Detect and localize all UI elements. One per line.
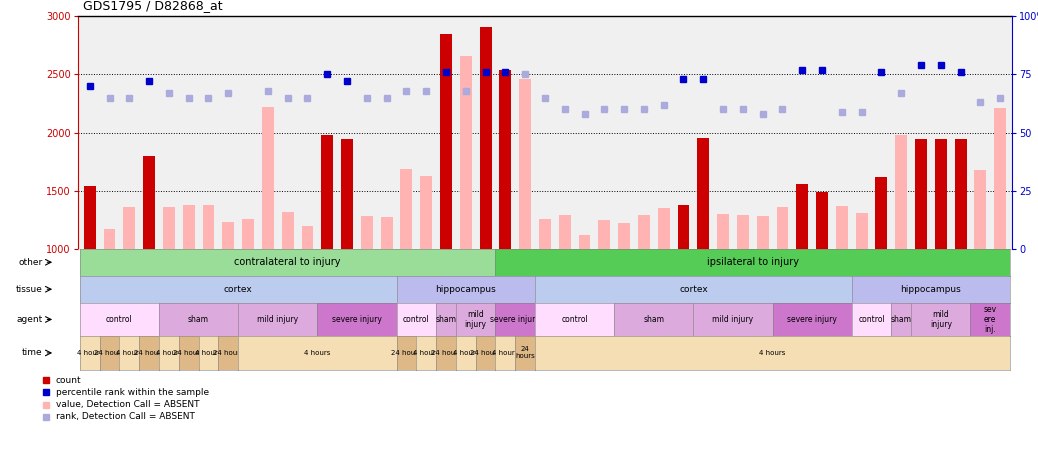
Bar [935, 140, 947, 249]
Text: control: control [562, 315, 588, 324]
Text: agent: agent [17, 315, 43, 324]
Bar [776, 207, 789, 249]
Text: 24
hours: 24 hours [515, 346, 535, 359]
Bar [975, 170, 986, 249]
Bar [401, 169, 412, 249]
Text: control: control [858, 315, 885, 324]
Text: cortex: cortex [679, 285, 708, 294]
Bar [460, 56, 471, 249]
Text: 4 hours: 4 hours [77, 350, 103, 356]
Text: 4 hours: 4 hours [304, 350, 330, 356]
Text: control: control [403, 315, 430, 324]
Text: 4 hours: 4 hours [413, 350, 439, 356]
Bar [698, 139, 709, 249]
Bar [322, 135, 333, 249]
Bar [381, 217, 392, 249]
Bar [104, 229, 115, 249]
Text: 4 hours: 4 hours [116, 350, 142, 356]
Text: sev
ere
inj.: sev ere inj. [984, 305, 996, 334]
Text: sham: sham [891, 315, 911, 324]
Bar [658, 208, 670, 249]
Bar [440, 34, 452, 249]
Bar [361, 216, 373, 249]
Text: cortex: cortex [224, 285, 252, 294]
Bar [916, 140, 927, 249]
Bar [638, 215, 650, 249]
Text: contralateral to injury: contralateral to injury [235, 257, 340, 267]
Bar [836, 206, 848, 249]
Text: mild
injury: mild injury [465, 310, 487, 329]
Text: sham: sham [644, 315, 664, 324]
Text: sham: sham [436, 315, 457, 324]
Bar [84, 186, 95, 249]
Bar [143, 156, 155, 249]
Bar [757, 216, 768, 249]
Text: other: other [18, 258, 43, 267]
Bar [480, 27, 492, 249]
Text: 24 hours: 24 hours [431, 350, 461, 356]
Bar [875, 177, 887, 249]
Bar [163, 207, 174, 249]
Bar [281, 212, 294, 249]
Bar [578, 235, 591, 249]
Text: 24 hours: 24 hours [213, 350, 244, 356]
Text: control: control [106, 315, 133, 324]
Text: sham: sham [188, 315, 209, 324]
Text: severe injury: severe injury [332, 315, 382, 324]
Bar [796, 184, 809, 249]
Bar [558, 215, 571, 249]
Text: ipsilateral to injury: ipsilateral to injury [707, 257, 799, 267]
Text: 4 hours: 4 hours [195, 350, 222, 356]
Bar [895, 135, 907, 249]
Text: time: time [22, 348, 43, 358]
Text: hippocampus: hippocampus [901, 285, 961, 294]
Bar [183, 205, 194, 249]
Text: value, Detection Call = ABSENT: value, Detection Call = ABSENT [56, 400, 199, 409]
Bar [737, 215, 748, 249]
Text: percentile rank within the sample: percentile rank within the sample [56, 388, 209, 397]
Bar [598, 219, 610, 249]
Text: mild injury: mild injury [712, 315, 754, 324]
Bar [994, 108, 1006, 249]
Bar [124, 207, 135, 249]
Text: 4 hours: 4 hours [492, 350, 519, 356]
Text: 24 hours: 24 hours [391, 350, 421, 356]
Text: count: count [56, 376, 81, 385]
Bar [342, 140, 353, 249]
Bar [499, 70, 512, 249]
Text: rank, Detection Call = ABSENT: rank, Detection Call = ABSENT [56, 412, 195, 421]
Bar [855, 213, 868, 249]
Bar [678, 205, 689, 249]
Text: hippocampus: hippocampus [435, 285, 496, 294]
Bar [955, 140, 966, 249]
Bar [262, 107, 274, 249]
Bar [519, 79, 531, 249]
Text: severe injury: severe injury [787, 315, 837, 324]
Bar [816, 192, 828, 249]
Text: 4 hours: 4 hours [156, 350, 182, 356]
Text: severe injury: severe injury [490, 315, 540, 324]
Bar [420, 175, 432, 249]
Text: 24 hours: 24 hours [470, 350, 501, 356]
Bar [539, 219, 551, 249]
Text: 24 hours: 24 hours [134, 350, 164, 356]
Bar [619, 223, 630, 249]
Bar [222, 222, 235, 249]
Text: tissue: tissue [16, 285, 43, 294]
Bar [301, 226, 313, 249]
Bar [717, 214, 729, 249]
Text: 4 hours: 4 hours [453, 350, 479, 356]
Text: 4 hours: 4 hours [760, 350, 786, 356]
Text: mild
injury: mild injury [930, 310, 952, 329]
Text: 24 hours: 24 hours [173, 350, 204, 356]
Bar [202, 205, 215, 249]
Text: 24 hours: 24 hours [94, 350, 125, 356]
Text: GDS1795 / D82868_at: GDS1795 / D82868_at [83, 0, 223, 12]
Text: mild injury: mild injury [257, 315, 298, 324]
Bar [242, 219, 254, 249]
